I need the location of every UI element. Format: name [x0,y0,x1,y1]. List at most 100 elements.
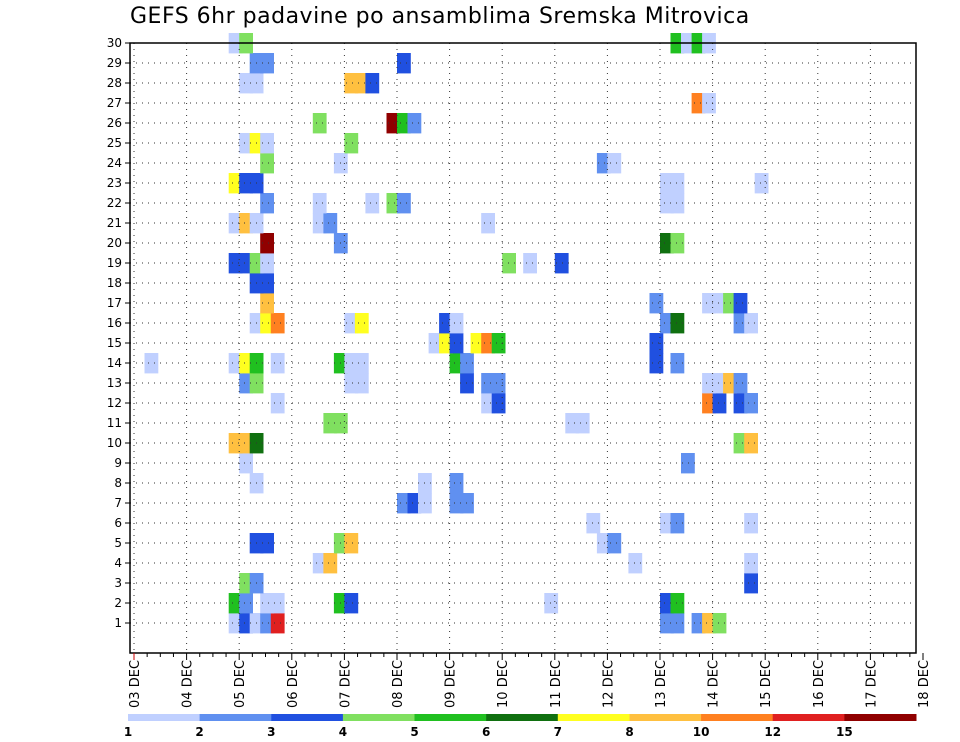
precip-cell [344,133,359,154]
precip-cell [481,213,495,234]
precip-cell [449,333,464,354]
precip-cell [670,193,685,214]
grid-lines [130,42,916,653]
precip-cell [239,593,253,614]
precip-cell [449,313,464,334]
y-tick-label: 6 [114,516,122,530]
precip-cell [239,253,253,274]
precip-cell [660,613,674,634]
y-tick-label: 30 [107,36,122,50]
chart-title: GEFS 6hr padavine po ansamblima Sremska … [130,4,750,29]
precip-cell [228,253,243,274]
legend-swatch [844,714,917,721]
y-tick-label: 25 [107,136,122,150]
precip-cell [344,353,359,374]
x-tick-label: 08 DEC [391,660,406,708]
precip-cell [270,613,285,634]
precip-cell [449,493,464,514]
precip-cell [744,433,758,454]
precip-cell [354,373,369,394]
legend-label: 2 [195,725,203,739]
precip-cell [344,533,359,554]
precip-cell [649,353,664,374]
y-tick-label: 22 [107,196,122,210]
precip-cell [228,433,243,454]
y-tick-label: 12 [107,396,122,410]
precip-cell [239,213,253,234]
precip-cell [586,513,601,534]
legend-swatch [271,714,344,721]
precip-cell [649,293,664,314]
precip-cell [239,573,253,594]
precip-cell [628,553,643,574]
precip-cell [744,313,758,334]
y-axis: 1234567891011121314151617181920212223242… [107,36,130,630]
y-tick-label: 24 [107,156,122,170]
precip-cell [702,293,716,314]
x-tick-label: 18 DEC [917,660,932,708]
legend-swatch [701,714,774,721]
x-tick-label: 13 DEC [654,660,669,708]
precip-cell [270,593,285,614]
precip-cell [260,313,274,334]
precip-cell [596,153,611,174]
precip-cell [239,453,253,474]
precip-cell [449,473,464,494]
precip-cell [712,293,727,314]
precip-cell [407,493,422,514]
precip-cell [491,373,506,394]
precip-cell [260,593,274,614]
precip-cell [344,593,359,614]
precip-cell [260,613,274,634]
precip-cell [365,193,380,214]
precip-cell [270,313,285,334]
precip-cell [270,393,285,414]
precip-cell [681,453,695,474]
precip-cell [649,333,664,354]
precip-cell [702,93,716,114]
legend-label: 3 [267,725,275,739]
precip-cell [239,433,253,454]
x-axis: 03 DEC 04 DEC 05 DEC 06 DEC 07 DEC 08 DEC 09 D… [128,653,932,708]
x-tick-label: 15 DEC [759,660,774,708]
precip-cell [481,373,495,394]
precip-cell [670,313,685,334]
precip-cell [312,553,327,574]
precip-cell [670,173,685,194]
y-tick-label: 19 [107,256,122,270]
precip-cell [702,613,716,634]
y-tick-label: 26 [107,116,122,130]
precip-cell [660,593,674,614]
precip-cell [397,53,411,74]
precip-cell [344,313,359,334]
precip-cell [239,353,253,374]
precip-cell [260,153,274,174]
y-tick-label: 2 [114,596,122,610]
precip-cell [239,613,253,634]
precip-cell [491,393,506,414]
precip-cell [670,233,685,254]
precip-cell [670,593,685,614]
precip-cell [260,53,274,74]
precip-cell [344,73,359,94]
precip-cell [691,93,706,114]
precip-cell [323,413,338,434]
x-tick-label: 04 DEC [181,660,196,708]
precip-cell [428,333,443,354]
plot-frame [129,42,917,654]
precip-cell [344,373,359,394]
precip-cell [260,133,274,154]
precip-cell [228,593,243,614]
precip-cell [397,493,411,514]
precip-cell [228,353,243,374]
precip-cell [260,533,274,554]
x-tick-label: 07 DEC [338,660,353,708]
x-tick-label: 10 DEC [496,660,511,708]
precip-cell [481,333,495,354]
precip-cell [660,193,674,214]
precip-cell [491,333,506,354]
precip-cell [607,153,622,174]
x-tick-label: 06 DEC [286,660,301,708]
precip-cell [565,413,580,434]
precip-cell [323,553,338,574]
